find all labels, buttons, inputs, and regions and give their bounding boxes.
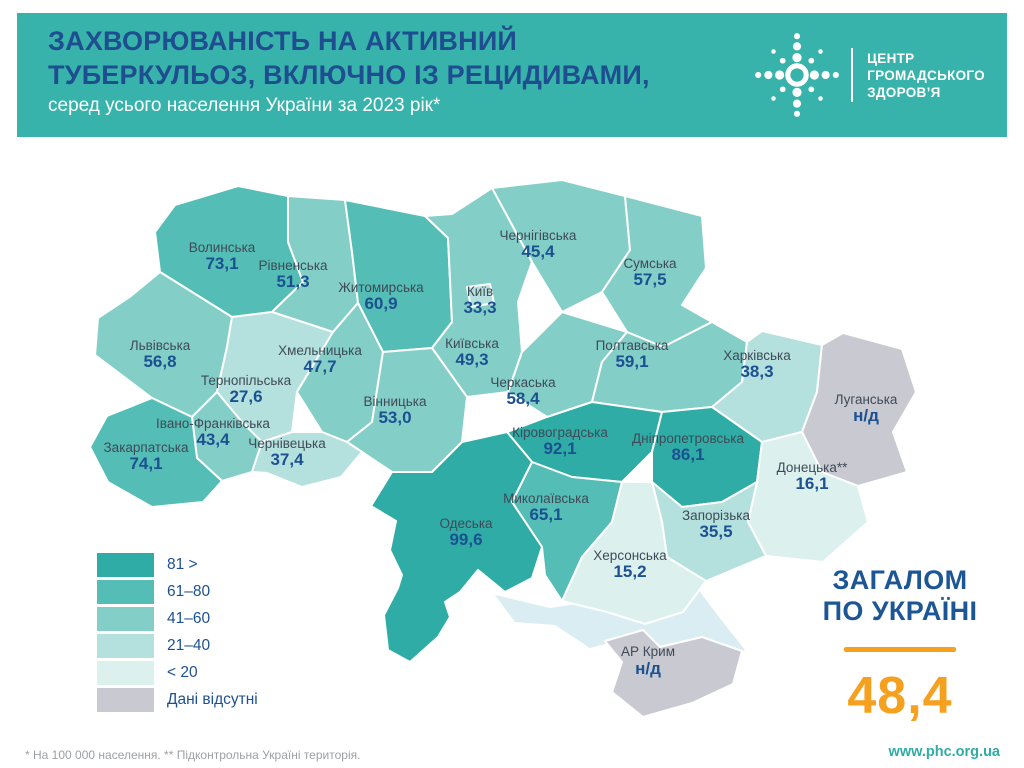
phc-logo: ЦЕНТР ГРОМАДСЬКОГО ЗДОРОВ’Я	[751, 29, 985, 121]
region-value-label: 16,1	[795, 474, 828, 493]
region-name-label: Сумська	[623, 256, 677, 271]
region-value-label: 53,0	[378, 408, 411, 427]
website-link[interactable]: www.phc.org.ua	[888, 744, 1000, 760]
region-value-label: 45,4	[521, 242, 555, 261]
region-value-label: 33,3	[463, 298, 496, 317]
region-value-label: н/д	[853, 406, 879, 425]
legend-item: 61–80	[97, 580, 258, 604]
legend-swatch-81plus	[97, 553, 154, 577]
total-value: 48,4	[847, 667, 953, 725]
region-value-label: 37,4	[270, 450, 304, 469]
region-value-label: 99,6	[449, 530, 482, 549]
region-value-label: 27,6	[229, 387, 262, 406]
logo-divider	[851, 48, 854, 102]
logo-org-name: ЦЕНТР ГРОМАДСЬКОГО ЗДОРОВ’Я	[867, 50, 985, 100]
map-regions	[89, 179, 917, 718]
region-luhansk	[801, 332, 917, 487]
region-chernivtsi	[251, 431, 363, 488]
region-value-label: 86,1	[671, 445, 704, 464]
region-name-label: Донецька**	[777, 460, 848, 475]
region-value-label: 15,2	[613, 562, 646, 581]
region-name-label: Вінницька	[364, 394, 427, 409]
region-name-label: Тернопільська	[201, 373, 292, 388]
region-value-label: 74,1	[129, 454, 162, 473]
total-divider	[844, 647, 956, 652]
region-name-label: Житомирська	[338, 280, 424, 295]
region-value-label: 65,1	[529, 505, 562, 524]
region-value-label: 57,5	[633, 270, 666, 289]
region-value-label: 73,1	[205, 254, 238, 273]
region-name-label: Волинська	[189, 240, 256, 255]
region-odesa	[370, 431, 543, 663]
region-name-label: Київ	[467, 284, 493, 299]
region-name-label: Полтавська	[596, 338, 669, 353]
region-name-label: Миколаївська	[503, 491, 589, 506]
map-labels: Волинська 73,1 Рівненська 51,3 Житомирсь…	[104, 228, 898, 678]
legend-item: 81 >	[97, 553, 258, 577]
region-value-label: 51,3	[276, 272, 309, 291]
region-name-label: Запорізька	[682, 508, 750, 523]
region-name-label: Чернігівська	[500, 228, 577, 243]
region-value-label: 59,1	[615, 352, 648, 371]
region-crimea	[604, 629, 743, 718]
legend-swatch-61-80	[97, 580, 154, 604]
legend: 81 > 61–80 41–60 21–40 < 20 Дані відсутн…	[97, 553, 258, 715]
region-name-label: Київська	[445, 336, 499, 351]
region-value-label: 49,3	[455, 350, 488, 369]
region-value-label: 60,9	[364, 294, 397, 313]
region-value-label: 35,5	[699, 522, 732, 541]
region-name-label: Херсонська	[593, 548, 667, 563]
legend-item: 21–40	[97, 634, 258, 658]
legend-swatch-lt20	[97, 661, 154, 685]
footnote: * На 100 000 населення. ** Підконтрольна…	[25, 748, 361, 762]
region-name-label: Івано-Франківська	[156, 416, 270, 431]
region-kherson	[561, 481, 707, 625]
legend-item: < 20	[97, 661, 258, 685]
legend-item: 41–60	[97, 607, 258, 631]
legend-swatch-41-60	[97, 607, 154, 631]
region-name-label: Черкаська	[490, 375, 556, 390]
region-name-label: Кіровоградська	[512, 425, 608, 440]
region-name-label: Луганська	[835, 392, 898, 407]
region-value-label: 92,1	[543, 439, 576, 458]
region-name-label: Харківська	[723, 348, 791, 363]
header: ЗАХВОРЮВАНІСТЬ НА АКТИВНИЙ ТУБЕРКУЛЬОЗ, …	[17, 13, 1007, 137]
region-name-label: АР Крим	[621, 644, 675, 659]
region-name-label: Чернівецька	[248, 436, 326, 451]
region-value-label: 56,8	[143, 352, 176, 371]
region-name-label: Львівська	[130, 338, 191, 353]
region-donetsk	[747, 431, 869, 563]
region-value-label: 38,3	[740, 362, 773, 381]
region-value-label: 43,4	[196, 430, 230, 449]
region-name-label: Закарпатська	[104, 440, 189, 455]
region-value-label: н/д	[635, 659, 661, 678]
region-name-label: Хмельницька	[278, 343, 362, 358]
legend-swatch-21-40	[97, 634, 154, 658]
total-title: ЗАГАЛОМ ПО УКРАЇНІ	[822, 565, 978, 626]
phc-logo-burst-icon	[755, 33, 840, 117]
page-title-line2: ТУБЕРКУЛЬОЗ, ВКЛЮЧНО ІЗ РЕЦИДИВАМИ,	[48, 60, 650, 90]
page-subtitle: серед усього населення України за 2023 р…	[48, 95, 441, 116]
legend-swatch-nodata	[97, 688, 154, 712]
region-name-label: Дніпропетровська	[632, 431, 744, 446]
region-zakarpattia	[89, 397, 223, 508]
region-value-label: 47,7	[303, 357, 336, 376]
legend-item: Дані відсутні	[97, 688, 258, 712]
region-kyiv-city	[466, 283, 495, 308]
region-name-label: Одеська	[439, 516, 493, 531]
region-value-label: 58,4	[506, 389, 540, 408]
total-block: ЗАГАЛОМ ПО УКРАЇНІ 48,4	[795, 565, 1005, 726]
region-name-label: Рівненська	[258, 258, 328, 273]
page-title-line1: ЗАХВОРЮВАНІСТЬ НА АКТИВНИЙ	[48, 26, 518, 56]
